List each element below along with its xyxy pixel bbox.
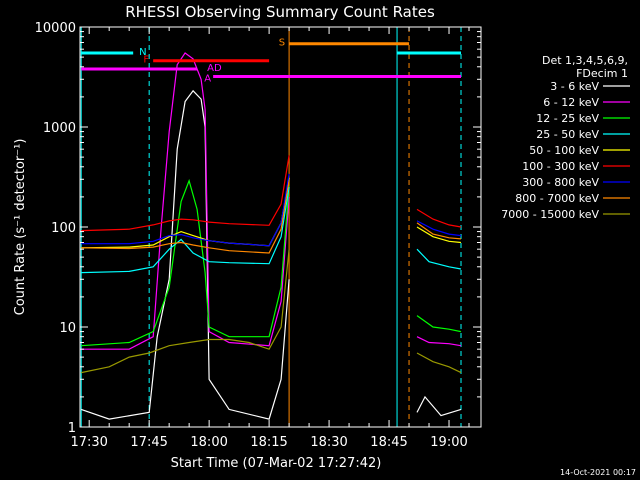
flag-label-1: F — [143, 55, 149, 66]
series-line-0 — [81, 89, 462, 420]
legend-label-1: 6 - 12 keV — [543, 96, 599, 109]
series-line-3 — [81, 187, 462, 274]
series-line-8 — [81, 249, 462, 374]
y-tick-label-4: 10000 — [35, 21, 76, 36]
legend-label-2: 12 - 25 keV — [536, 112, 599, 125]
series-line-5 — [81, 155, 462, 232]
legend-label-5: 100 - 300 keV — [522, 160, 599, 173]
chart-title: RHESSI Observing Summary Count Rates — [125, 3, 435, 21]
vertical-markers — [80, 27, 462, 427]
x-tick-label-6: 19:00 — [430, 435, 467, 450]
y-tick-label-1: 10 — [59, 321, 76, 336]
legend-label-0: 3 - 6 keV — [550, 80, 599, 93]
legend-label-6: 300 - 800 keV — [522, 176, 599, 189]
series-line-7 — [81, 180, 462, 254]
x-tick-label-5: 18:45 — [370, 435, 407, 450]
y-axis-label: Count Rate (s⁻¹ detector⁻¹) — [13, 139, 28, 316]
x-tick-label-1: 17:45 — [130, 435, 167, 450]
flag-label-2: AD — [207, 63, 222, 74]
x-tick-label-2: 18:00 — [190, 435, 227, 450]
legend-label-4: 50 - 100 keV — [529, 144, 599, 157]
flag-bars: NF ADA S — [81, 38, 462, 84]
generation-timestamp: 14-Oct-2021 00:17 — [560, 468, 636, 477]
y-tick-label-2: 100 — [51, 221, 76, 236]
flag-label-3: A — [204, 73, 211, 84]
legend-header-1: FDecim 1 — [576, 67, 628, 80]
flag-label-0: N — [139, 47, 146, 58]
axes: 17:30 17:45 18:00 18:15 18:30 18:45 19:00 1 10 10… — [35, 21, 481, 450]
x-tick-label-0: 17:30 — [70, 435, 107, 450]
y-tick-label-3: 1000 — [43, 121, 76, 136]
legend-label-3: 25 - 50 keV — [536, 128, 599, 141]
y-tick-label-0: 1 — [68, 421, 76, 436]
flag-label-4: S — [279, 38, 285, 49]
legend-header-0: Det 1,3,4,5,6,9, — [542, 54, 628, 67]
x-tick-label-4: 18:30 — [310, 435, 347, 450]
series-line-6 — [81, 173, 462, 247]
series-lines — [81, 52, 462, 420]
legend-label-7: 800 - 7000 keV — [515, 192, 599, 205]
x-axis-label: Start Time (07-Mar-02 17:27:42) — [171, 456, 382, 471]
series-line-2 — [81, 178, 462, 347]
legend-label-8: 7000 - 15000 keV — [501, 208, 599, 221]
x-tick-label-3: 18:15 — [250, 435, 287, 450]
legend: Det 1,3,4,5,6,9,FDecim 13 - 6 keV 6 - 12 … — [501, 54, 630, 221]
